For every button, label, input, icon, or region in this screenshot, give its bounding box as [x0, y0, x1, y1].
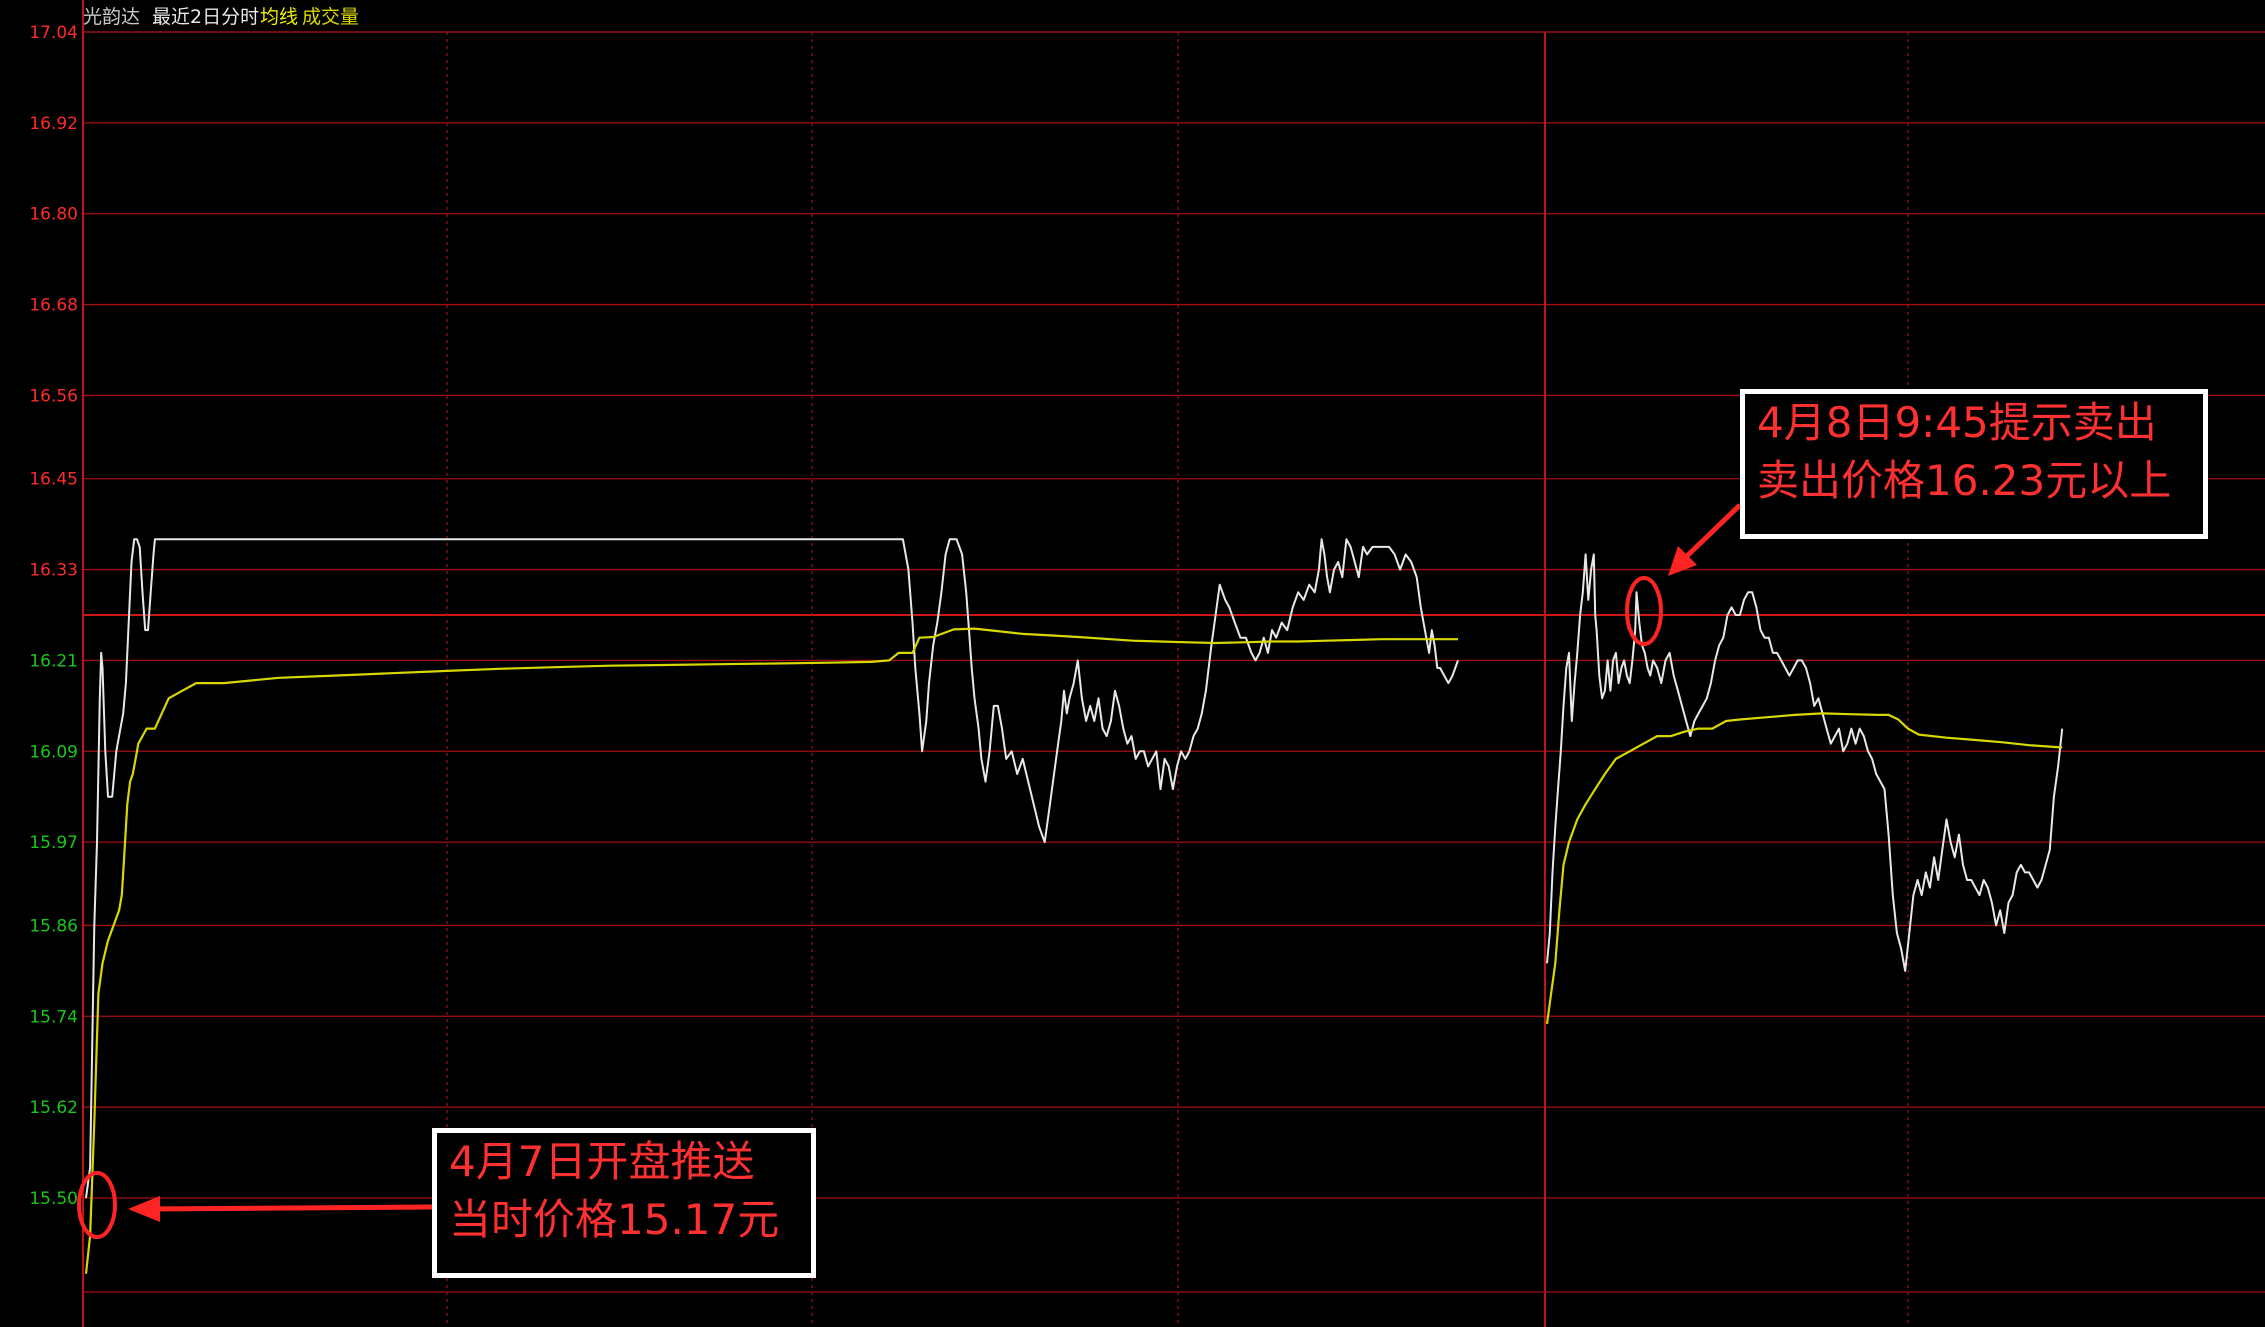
- annotation-line: 4月8日9:45提示卖出: [1757, 398, 2157, 447]
- arrow-shaft: [1685, 503, 1742, 558]
- y-tick-label: 15.97: [29, 833, 78, 853]
- y-tick-label: 15.62: [29, 1098, 78, 1118]
- y-tick-label: 15.74: [29, 1007, 78, 1027]
- stock-name: 光韵达: [83, 6, 141, 28]
- annotation-line: 卖出价格16.23元以上: [1757, 456, 2172, 505]
- y-tick-label: 15.50: [29, 1189, 78, 1209]
- y-tick-label: 15.86: [29, 916, 78, 936]
- y-tick-label: 16.68: [29, 296, 78, 316]
- chart-grid: [82, 0, 2265, 1327]
- series-lines: [84, 538, 2064, 1274]
- price-line: [85, 538, 1459, 1199]
- avg-line: [1545, 712, 2063, 1025]
- y-tick-label: 16.45: [29, 470, 78, 490]
- annotation-marks: [77, 503, 1742, 1239]
- y-axis: 17.04 16.92 16.80 16.68 16.56 16.45 16.33 16.21…: [29, 23, 78, 1209]
- y-tick-label: 16.33: [29, 561, 78, 581]
- y-tick-label: 16.09: [29, 742, 78, 762]
- y-tick-label: 16.80: [29, 205, 78, 225]
- annotation-box-open-push: 4月7日开盘推送 当时价格15.17元: [432, 1128, 816, 1278]
- avg-line-toggle[interactable]: 均线: [260, 6, 299, 28]
- annotation-line: 当时价格15.17元: [449, 1195, 780, 1244]
- arrow-shaft: [149, 1204, 433, 1212]
- highlight-ellipse: [1625, 576, 1663, 646]
- arrow-head: [128, 1196, 160, 1222]
- y-tick-label: 17.04: [29, 23, 78, 43]
- y-tick-label: 16.56: [29, 386, 78, 406]
- annotation-line: 4月7日开盘推送: [449, 1137, 755, 1186]
- y-tick-label: 16.21: [29, 651, 78, 671]
- arrow-head: [1668, 546, 1697, 576]
- volume-toggle[interactable]: 成交量: [302, 6, 360, 28]
- y-tick-label: 16.92: [29, 114, 78, 134]
- period-label: 最近2日分时: [152, 6, 260, 28]
- highlight-ellipse: [77, 1171, 117, 1239]
- annotation-box-sell-signal: 4月8日9:45提示卖出 卖出价格16.23元以上: [1740, 389, 2208, 539]
- avg-line: [84, 627, 1458, 1274]
- price-line: [1546, 553, 2064, 972]
